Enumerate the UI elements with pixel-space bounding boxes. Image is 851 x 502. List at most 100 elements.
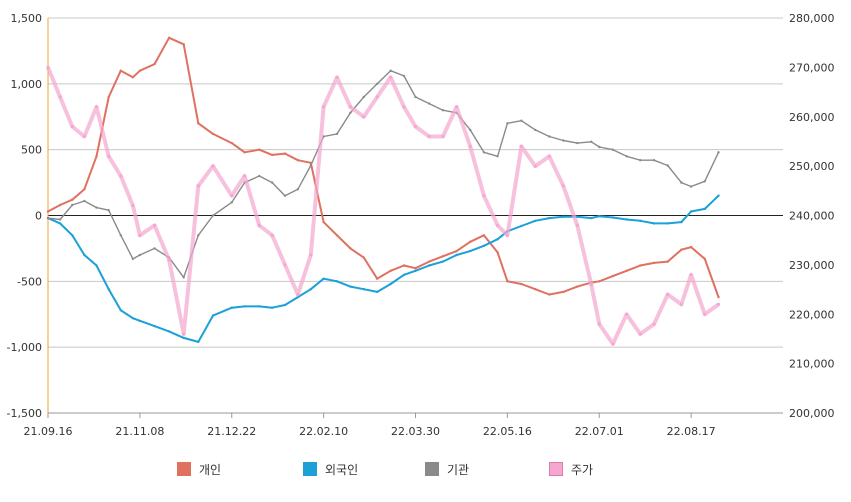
data-point [590,140,593,143]
data-point [197,340,200,344]
data-point [322,220,325,224]
data-point [414,269,417,272]
data-point [58,203,62,207]
data-point [197,122,200,125]
data-point [258,148,261,151]
data-point [441,260,445,263]
data-point [230,306,233,309]
data-point [335,280,339,283]
data-point [375,95,379,99]
data-point [402,105,406,109]
data-point [441,255,445,258]
data-point [611,148,615,151]
data-point [95,206,98,209]
x-tick-label: 22.05.16 [483,425,532,438]
data-point [506,122,509,125]
data-point [534,128,537,132]
data-point [576,285,579,288]
data-point [270,233,274,237]
data-point [322,105,326,109]
legend-item-foreign[interactable]: 외국인 [303,458,358,480]
data-point [58,218,62,221]
data-point [283,194,287,197]
data-point [349,247,352,250]
y-right-tick-label: 220,000 [789,308,835,321]
data-point [576,215,579,218]
x-tick-label: 21.09.16 [24,425,73,438]
data-point [652,159,656,162]
legend-item-price[interactable]: 주가 [549,458,593,480]
data-point [703,180,706,183]
data-point [107,154,111,158]
series-line [46,66,720,346]
data-point [689,245,693,249]
data-point [534,288,537,291]
data-point [95,264,98,267]
data-point [562,290,565,294]
legend-item-institution[interactable]: 기관 [425,458,469,480]
data-point [652,261,656,265]
data-point [638,332,642,336]
data-point [211,214,215,217]
data-point [182,276,185,279]
data-point [680,181,683,184]
data-point [271,181,274,184]
y-left-tick-label: -500 [17,275,42,288]
data-point [71,198,74,201]
data-point [441,109,445,112]
data-point [349,285,352,288]
data-point [717,151,720,154]
y-right-tick-label: 270,000 [789,61,835,74]
data-point [482,151,486,154]
data-point [689,273,693,277]
legend-swatch-foreign [303,462,317,476]
data-point [230,201,233,204]
data-point [153,324,156,328]
y-right-tick-label: 260,000 [789,111,835,124]
data-point [107,288,110,291]
data-point [167,36,171,39]
data-point [469,249,472,253]
data-point [427,134,431,139]
data-point [107,95,110,99]
y-right-tick-label: 250,000 [789,160,835,173]
data-point [590,216,593,220]
legend-label-foreign: 외국인 [325,462,359,477]
y-right-tick-label: 200,000 [789,407,835,420]
data-point [428,102,431,105]
data-point [322,277,325,280]
data-point [376,277,379,280]
data-point [131,204,135,208]
data-point [309,288,312,291]
series-line [47,194,720,343]
data-point [455,253,458,257]
data-point [182,336,185,340]
data-point [296,188,300,191]
data-point [414,267,417,270]
data-point [598,215,601,218]
data-point [362,288,365,291]
data-point [197,234,200,237]
legend-label-price: 주가 [571,462,594,477]
data-point [716,302,721,306]
data-point [598,145,601,149]
data-point [153,247,156,250]
data-point [258,174,261,178]
data-point [611,342,615,346]
data-point [46,210,50,213]
data-point [389,282,392,286]
data-point [283,263,287,267]
data-point [482,244,486,247]
data-point [211,314,215,317]
legend-item-individual[interactable]: 개인 [177,458,221,480]
data-point [349,111,352,115]
data-point [71,203,74,207]
data-point [271,153,274,157]
data-point [389,75,393,79]
data-point [468,144,472,148]
data-point [211,164,215,168]
data-point [309,164,312,167]
data-point [639,219,642,222]
data-point [138,319,142,322]
data-point [119,174,123,178]
